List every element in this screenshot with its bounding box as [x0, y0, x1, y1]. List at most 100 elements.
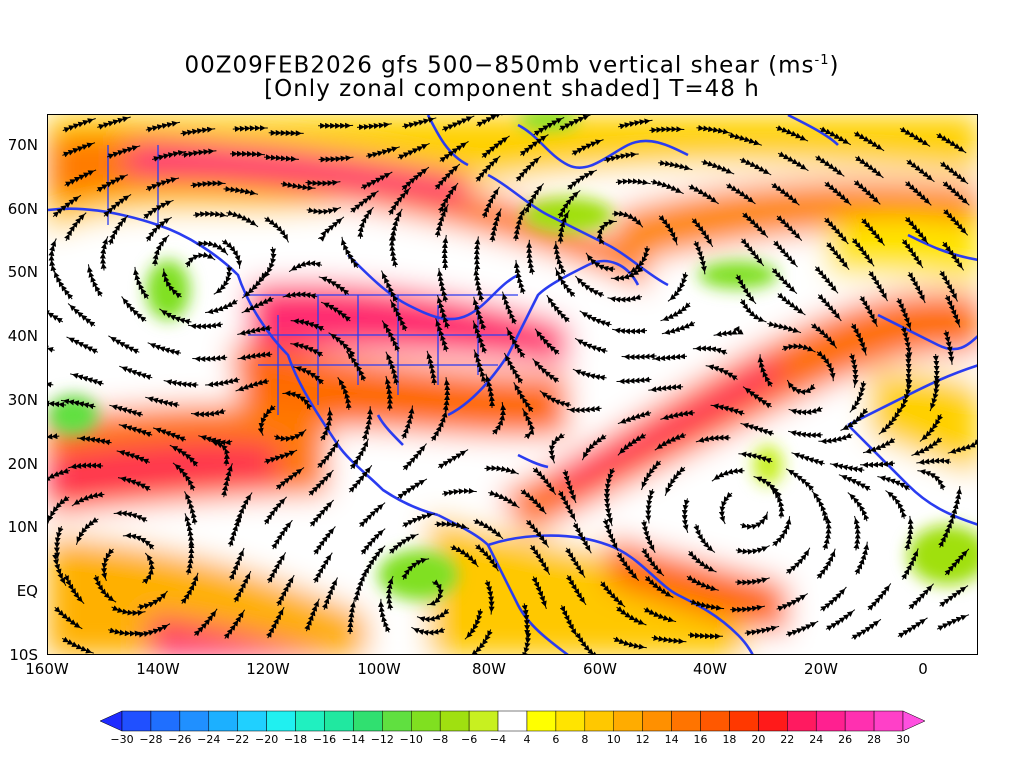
- streamline: [696, 125, 732, 135]
- colorbar-swatch: [787, 710, 817, 732]
- colorbar-swatch: [100, 710, 123, 732]
- streamlines: [48, 115, 977, 654]
- streamline: [213, 265, 233, 295]
- streamline: [411, 626, 446, 636]
- colorbar-tick-label: −18: [283, 733, 308, 746]
- streamline: [402, 117, 437, 130]
- streamline: [854, 541, 870, 575]
- streamline: [48, 304, 64, 324]
- streamline: [268, 129, 304, 137]
- streamline: [185, 540, 195, 575]
- streamline: [853, 179, 881, 205]
- streamline: [489, 208, 502, 243]
- streamline: [596, 219, 617, 245]
- streamline: [48, 433, 60, 443]
- lon-label: 120W: [246, 660, 290, 678]
- streamline: [521, 603, 531, 639]
- lat-label: 20N: [7, 455, 38, 473]
- streamline: [916, 457, 952, 466]
- colorbar-tick-label: −8: [432, 733, 449, 746]
- streamline: [274, 429, 307, 442]
- streamline: [847, 492, 870, 522]
- streamline: [851, 238, 875, 267]
- streamline: [705, 364, 738, 381]
- streamline: [718, 491, 733, 525]
- streamline: [488, 490, 520, 509]
- streamline: [476, 115, 506, 128]
- lat-label: EQ: [16, 582, 38, 600]
- streamline: [534, 328, 560, 356]
- streamline: [815, 155, 845, 177]
- streamline: [565, 574, 587, 606]
- streamline: [917, 469, 946, 491]
- streamline: [740, 511, 769, 530]
- streamline: [397, 478, 428, 500]
- streamline: [579, 310, 612, 328]
- streamline: [180, 126, 216, 137]
- colorbar-tick-label: −4: [489, 733, 507, 746]
- streamline: [519, 134, 549, 157]
- streamline: [791, 452, 825, 467]
- streamline: [209, 440, 230, 466]
- streamline: [901, 239, 924, 269]
- streamline: [506, 327, 526, 358]
- streamline: [617, 433, 647, 456]
- streamline: [911, 437, 943, 456]
- streamline: [86, 264, 104, 297]
- streamline: [585, 252, 616, 273]
- colorbar-tick-label: 28: [867, 733, 882, 746]
- colorbar-tick-label: −12: [370, 733, 394, 746]
- streamline: [226, 210, 259, 228]
- streamline: [388, 232, 399, 268]
- streamline: [859, 295, 878, 328]
- streamline: [309, 499, 334, 527]
- streamline: [317, 439, 340, 469]
- streamline: [616, 376, 652, 385]
- map-title-line2: [Only zonal component shaded] T=48 h: [264, 76, 760, 102]
- streamline: [853, 131, 885, 152]
- streamline: [473, 267, 485, 302]
- streamline: [650, 178, 684, 195]
- streamline: [237, 324, 272, 336]
- colorbar-tick-label: −14: [341, 733, 366, 746]
- streamline: [381, 320, 401, 352]
- streamline: [825, 242, 850, 271]
- streamline: [484, 580, 495, 615]
- streamline: [824, 217, 849, 245]
- streamline: [641, 519, 656, 554]
- lat-label: 30N: [7, 391, 38, 409]
- streamline: [503, 352, 524, 384]
- streamline: [939, 585, 969, 608]
- streamline: [484, 465, 519, 475]
- streamline: [940, 161, 969, 185]
- colorbar-tick-label: −22: [226, 733, 250, 746]
- streamline: [814, 266, 839, 294]
- streamline: [223, 609, 246, 639]
- streamline: [816, 350, 836, 382]
- streamline: [771, 268, 798, 294]
- streamline: [193, 210, 229, 218]
- streamline: [133, 266, 150, 299]
- colorbar-tick-label: −16: [312, 733, 337, 746]
- streamline: [264, 216, 289, 243]
- streamline: [868, 270, 888, 302]
- streamline: [604, 151, 639, 163]
- streamline: [776, 593, 808, 612]
- streamline: [644, 575, 674, 598]
- streamline: [726, 182, 756, 205]
- streamline: [76, 435, 112, 446]
- streamline: [61, 636, 94, 654]
- streamline: [387, 186, 412, 216]
- streamline: [769, 486, 785, 519]
- streamline: [159, 308, 192, 325]
- streamline: [361, 406, 374, 441]
- streamline: [710, 403, 745, 417]
- streamline: [442, 115, 475, 132]
- colorbar-swatch: [295, 710, 325, 732]
- streamline: [52, 552, 67, 587]
- streamline: [575, 275, 605, 298]
- streamline: [400, 405, 415, 440]
- colorbar-tick-label: 20: [751, 733, 766, 746]
- streamline: [308, 469, 334, 496]
- streamline: [313, 526, 336, 555]
